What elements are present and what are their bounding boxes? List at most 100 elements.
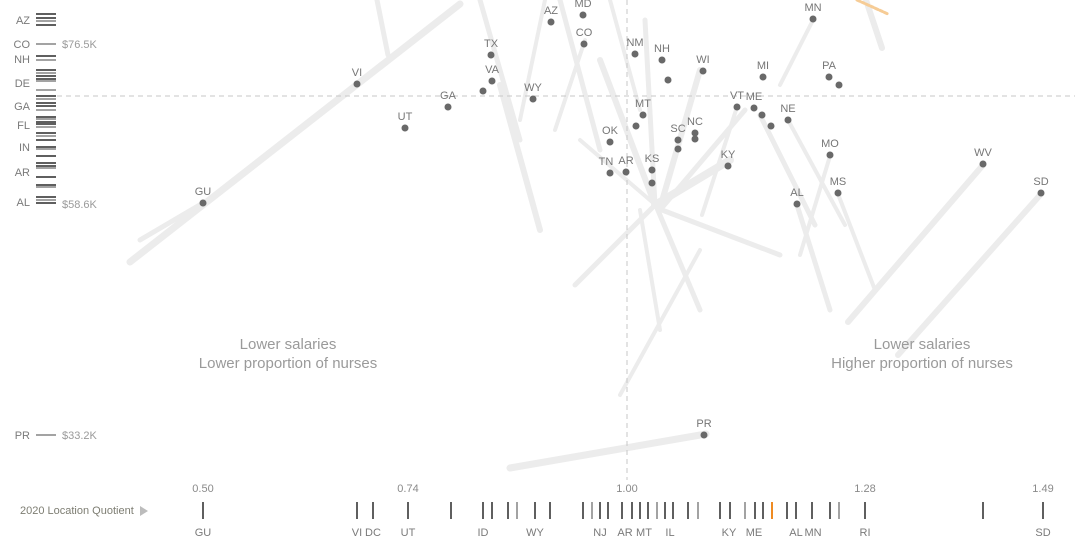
data-point-WV[interactable]	[979, 160, 987, 168]
data-point-TN[interactable]	[606, 169, 614, 177]
bottom-rug-label: IL	[665, 527, 674, 539]
data-point[interactable]	[664, 76, 672, 84]
data-point-MI[interactable]	[759, 73, 767, 81]
trail-line	[618, 248, 702, 397]
data-point-PA[interactable]	[825, 73, 833, 81]
data-point-UT[interactable]	[401, 124, 409, 132]
trail-line	[572, 205, 655, 288]
trail-line	[126, 0, 464, 266]
trail-line	[518, 0, 547, 122]
trail-line	[578, 138, 660, 209]
bottom-rug-label: DC	[365, 527, 381, 539]
data-point-SD[interactable]	[1037, 189, 1045, 197]
data-point-CO[interactable]	[580, 40, 588, 48]
data-point-OK[interactable]	[606, 138, 614, 146]
data-point-MT[interactable]	[639, 111, 647, 119]
left-rug-label: AR	[15, 167, 30, 179]
data-point-KY[interactable]	[724, 162, 732, 170]
highlight-trail-line	[855, 0, 890, 16]
trail-line	[506, 430, 710, 472]
data-point-GA[interactable]	[444, 103, 452, 111]
data-point-MD[interactable]	[579, 11, 587, 19]
point-label-MI: MI	[757, 60, 769, 72]
data-point[interactable]	[835, 81, 843, 89]
bottom-rug-label: VI	[352, 527, 362, 539]
x-axis-tick-number: 0.50	[192, 483, 213, 495]
data-point-SC[interactable]	[674, 136, 682, 144]
left-rug-label: DE	[15, 78, 30, 90]
quadrant-right-line1: Lower salaries	[873, 336, 971, 353]
x-axis-title-control: 2020 Location Quotient play	[20, 505, 148, 517]
x-axis-tick-number: 1.49	[1032, 483, 1053, 495]
data-point-WY[interactable]	[529, 95, 537, 103]
quadrant-annotation-right: Lower salaries Higher proportion of nurs…	[762, 335, 1075, 373]
data-point[interactable]	[648, 179, 656, 187]
data-point-PR[interactable]	[700, 431, 708, 439]
data-point-VA[interactable]	[488, 77, 496, 85]
left-rug-label: AL	[17, 197, 30, 209]
x-axis-tick-number: 0.74	[397, 483, 418, 495]
point-label-KS: KS	[645, 153, 660, 165]
data-point-VT[interactable]	[733, 103, 741, 111]
point-label-AL: AL	[790, 187, 803, 199]
trail-line	[845, 162, 986, 325]
point-label-NC: NC	[687, 116, 703, 128]
data-point[interactable]	[691, 135, 699, 143]
quadrant-right-line2: Higher proportion of nurses	[831, 355, 1013, 372]
left-rug-label: NH	[14, 54, 30, 66]
bottom-rug-label: AR	[617, 527, 632, 539]
trail-line	[654, 205, 703, 313]
x-axis-title: 2020 Location Quotient	[20, 505, 134, 517]
trail-line	[557, 0, 603, 153]
point-label-OK: OK	[602, 125, 619, 137]
bottom-rug-label: KY	[722, 527, 737, 539]
bottom-rug-label: UT	[401, 527, 416, 539]
data-point[interactable]	[674, 145, 682, 153]
data-point-NH[interactable]	[658, 56, 666, 64]
trail-line	[597, 57, 658, 208]
data-point[interactable]	[479, 87, 487, 95]
data-point-TX[interactable]	[487, 51, 495, 59]
point-label-VI: VI	[352, 67, 362, 79]
point-label-AZ: AZ	[544, 5, 558, 17]
point-label-UT: UT	[398, 111, 413, 123]
point-label-NE: NE	[780, 103, 795, 115]
data-point-GU[interactable]	[199, 199, 207, 207]
trail-line	[137, 200, 206, 243]
data-point-NE[interactable]	[784, 116, 792, 124]
data-point-AL[interactable]	[793, 200, 801, 208]
data-point-KS[interactable]	[648, 166, 656, 174]
point-label-MS: MS	[830, 176, 847, 188]
bottom-rug-label: WY	[526, 527, 544, 539]
data-point-NC[interactable]	[691, 129, 699, 137]
data-point-NM[interactable]	[631, 50, 639, 58]
point-label-TX: TX	[484, 38, 499, 50]
trail-line	[786, 118, 847, 227]
point-label-SD: SD	[1033, 176, 1048, 188]
trail-line	[794, 202, 833, 313]
play-button-icon[interactable]	[139, 506, 148, 516]
trail-line	[608, 0, 642, 112]
salary-annotation: $33.2K	[62, 430, 98, 442]
data-point-VI[interactable]	[353, 80, 361, 88]
data-point[interactable]	[767, 122, 775, 130]
data-point-ME[interactable]	[750, 104, 758, 112]
data-point[interactable]	[758, 111, 766, 119]
point-label-ME: ME	[746, 91, 763, 103]
point-label-TN: TN	[599, 156, 614, 168]
data-point[interactable]	[632, 122, 640, 130]
trail-line	[778, 18, 815, 87]
data-point-MS[interactable]	[834, 189, 842, 197]
trail-line	[798, 154, 832, 257]
left-rug-label: AZ	[16, 15, 30, 27]
data-point-AZ[interactable]	[547, 18, 555, 26]
data-point-MN[interactable]	[809, 15, 817, 23]
data-point-MO[interactable]	[826, 151, 834, 159]
trail-line	[659, 207, 783, 258]
left-rug-label: GA	[14, 101, 31, 113]
point-label-NH: NH	[654, 43, 670, 55]
point-label-MD: MD	[574, 0, 591, 10]
data-point-AR[interactable]	[622, 168, 630, 176]
data-point-WI[interactable]	[699, 67, 707, 75]
